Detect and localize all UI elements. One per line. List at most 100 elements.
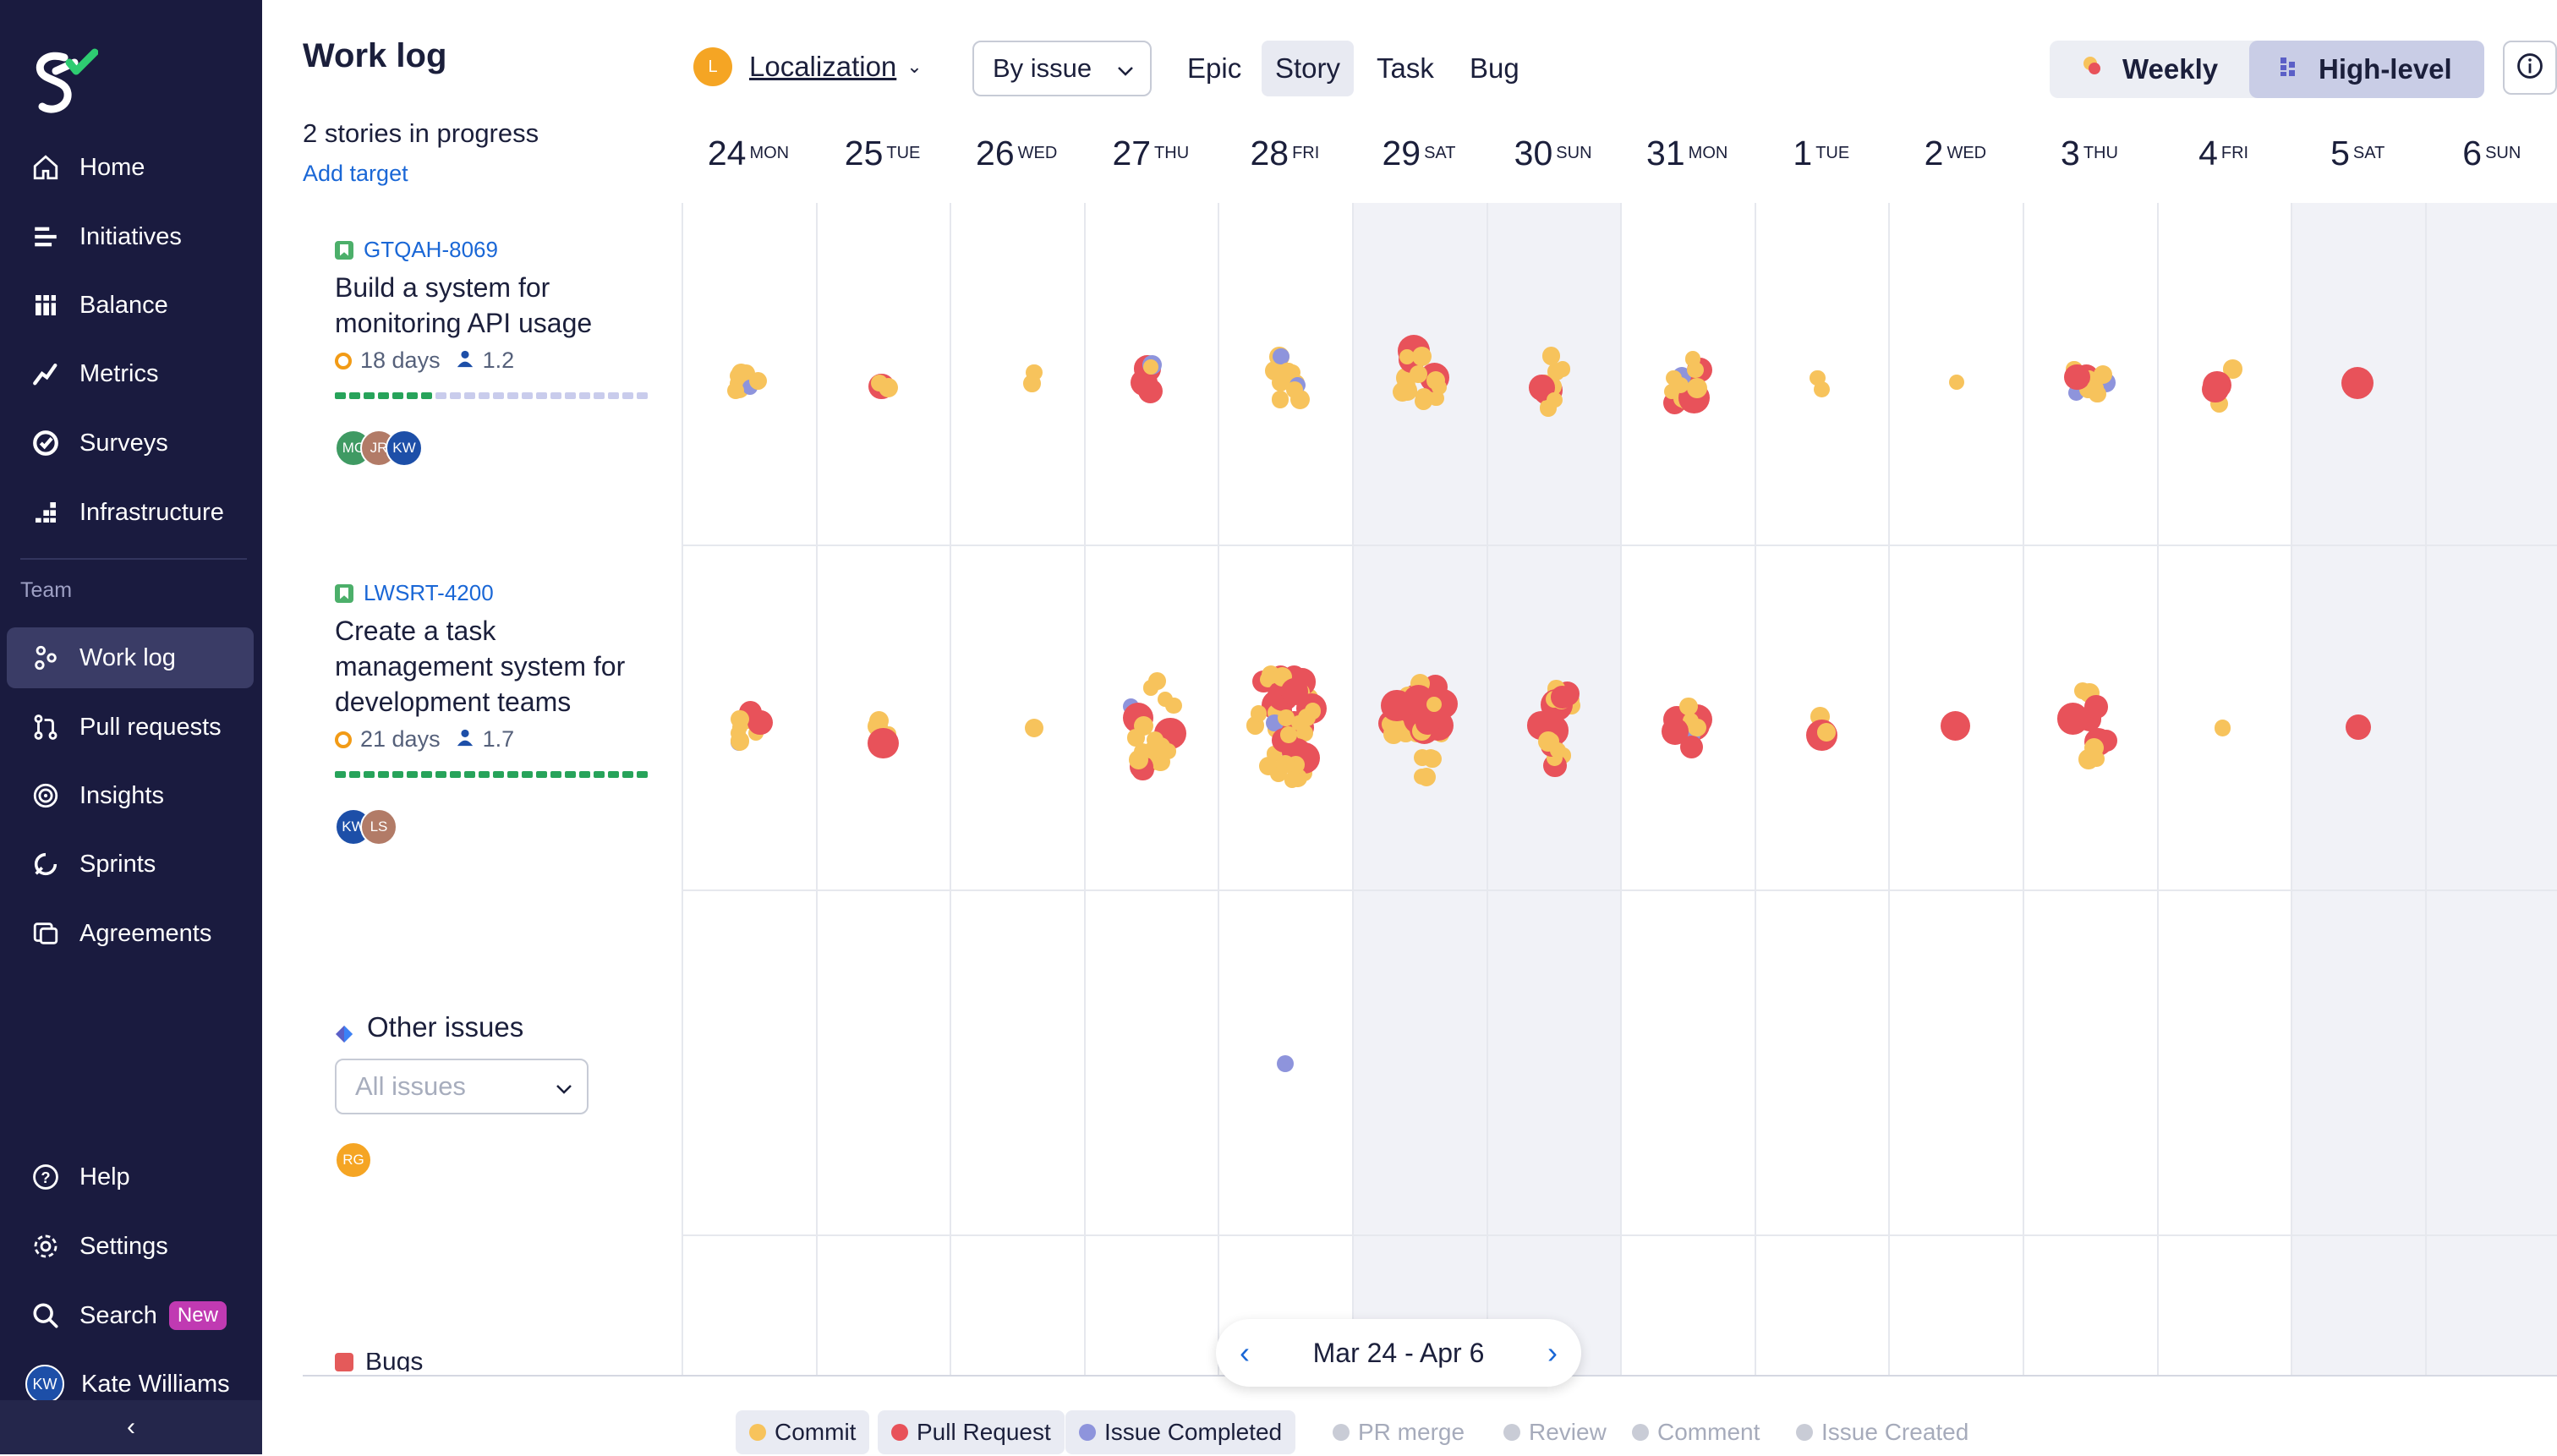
- nav-search[interactable]: Search New: [7, 1285, 254, 1346]
- activity-bubble[interactable]: [1810, 369, 1826, 386]
- avatar[interactable]: LS: [360, 808, 397, 846]
- legend-pr-merge[interactable]: PR merge: [1319, 1410, 1478, 1454]
- activity-bubble[interactable]: [1250, 705, 1268, 722]
- activity-bubble[interactable]: [1684, 351, 1701, 367]
- activity-bubble[interactable]: [1688, 718, 1706, 737]
- legend-review[interactable]: Review: [1490, 1410, 1620, 1454]
- activity-bubble[interactable]: [1672, 376, 1689, 394]
- weekly-view-button[interactable]: Weekly: [2050, 41, 2246, 98]
- high-level-view-button[interactable]: High-level: [2249, 41, 2484, 98]
- info-button[interactable]: [2503, 41, 2557, 95]
- legend-pull-request[interactable]: Pull Request: [878, 1410, 1065, 1454]
- issue-key-row[interactable]: LWSRT-4200: [335, 580, 656, 606]
- nav-balance[interactable]: Balance: [7, 275, 254, 336]
- activity-bubble[interactable]: [730, 709, 749, 729]
- activity-bubble[interactable]: [1142, 359, 1158, 375]
- activity-bubble[interactable]: [2341, 366, 2374, 399]
- activity-bubble[interactable]: [1550, 686, 1574, 709]
- activity-bubble[interactable]: [1550, 742, 1567, 758]
- activity-bubble[interactable]: [1399, 348, 1415, 365]
- activity-bubble[interactable]: [1679, 698, 1698, 716]
- nav-sprints[interactable]: Sprints: [7, 834, 254, 895]
- all-issues-select[interactable]: All issues: [335, 1059, 589, 1114]
- activity-bubble[interactable]: [1147, 731, 1164, 748]
- nav-metrics[interactable]: Metrics: [7, 343, 254, 404]
- project-selector[interactable]: L Localization ⌄: [693, 47, 923, 86]
- nav-home[interactable]: Home: [7, 137, 254, 198]
- activity-bubble[interactable]: [2089, 385, 2106, 403]
- add-target-link[interactable]: Add target: [303, 161, 408, 186]
- app-logo[interactable]: [22, 46, 99, 126]
- activity-bubble[interactable]: [1431, 379, 1447, 395]
- activity-bubble[interactable]: [1554, 360, 1571, 377]
- activity-bubble[interactable]: [1412, 346, 1432, 367]
- issue-card[interactable]: LWSRT-4200 Create a task management syst…: [335, 580, 656, 846]
- activity-bubble[interactable]: [868, 727, 899, 758]
- type-task[interactable]: Task: [1377, 52, 1434, 84]
- activity-bubble[interactable]: [1147, 672, 1166, 691]
- activity-bubble[interactable]: [1409, 364, 1427, 383]
- nav-infrastructure[interactable]: Infrastructure: [7, 482, 254, 543]
- activity-bubble[interactable]: [2083, 738, 2104, 758]
- activity-bubble[interactable]: [1133, 716, 1153, 736]
- activity-bubble[interactable]: [2201, 375, 2229, 403]
- nav-pull-requests[interactable]: Pull requests: [7, 697, 254, 758]
- activity-bubble[interactable]: [1272, 373, 1290, 391]
- legend-comment[interactable]: Comment: [1618, 1410, 1773, 1454]
- nav-settings[interactable]: Settings: [7, 1216, 254, 1277]
- nav-insights[interactable]: Insights: [7, 765, 254, 826]
- activity-bubble[interactable]: [1416, 768, 1437, 787]
- activity-bubble[interactable]: [2083, 694, 2108, 719]
- avatar[interactable]: KW: [386, 430, 423, 467]
- next-period-button[interactable]: ›: [1547, 1335, 1558, 1370]
- activity-bubble[interactable]: [1276, 755, 1295, 774]
- activity-bubble[interactable]: [748, 371, 767, 390]
- activity-bubble[interactable]: [1286, 380, 1304, 398]
- nav-help[interactable]: ? Help: [7, 1147, 254, 1207]
- legend-commit[interactable]: Commit: [736, 1410, 870, 1454]
- nav-surveys[interactable]: Surveys: [7, 413, 254, 473]
- activity-bubble[interactable]: [871, 375, 889, 392]
- activity-bubble[interactable]: [1278, 709, 1295, 726]
- user-profile[interactable]: KW Kate Williams: [7, 1354, 254, 1415]
- activity-bubble[interactable]: [2056, 703, 2089, 735]
- previous-period-button[interactable]: ‹: [1240, 1335, 1250, 1370]
- activity-bubble[interactable]: [1137, 379, 1164, 404]
- activity-bubble[interactable]: [730, 731, 750, 752]
- activity-bubble[interactable]: [1279, 726, 1297, 743]
- legend-issue-completed[interactable]: Issue Completed: [1065, 1410, 1296, 1454]
- activity-bubble[interactable]: [1297, 708, 1316, 726]
- activity-bubble[interactable]: [1024, 718, 1044, 738]
- activity-bubble[interactable]: [1662, 718, 1689, 746]
- activity-bubble[interactable]: [1426, 696, 1443, 713]
- nav-initiatives[interactable]: Initiatives: [7, 206, 254, 267]
- activity-bubble[interactable]: [1278, 363, 1295, 379]
- legend-issue-created[interactable]: Issue Created: [1782, 1410, 1982, 1454]
- activity-bubble[interactable]: [1276, 1054, 1295, 1073]
- issue-key-row[interactable]: GTQAH-8069: [335, 237, 656, 263]
- activity-bubble[interactable]: [1547, 391, 1563, 408]
- activity-bubble[interactable]: [726, 381, 745, 400]
- activity-bubble[interactable]: [1423, 750, 1442, 769]
- type-epic[interactable]: Epic: [1187, 52, 1242, 84]
- type-bug[interactable]: Bug: [1470, 52, 1519, 84]
- nav-agreements[interactable]: Agreements: [7, 903, 254, 964]
- group-by-select[interactable]: By issue: [972, 41, 1152, 96]
- activity-bubble[interactable]: [1817, 723, 1836, 742]
- type-story[interactable]: Story: [1262, 41, 1355, 96]
- activity-bubble[interactable]: [2074, 682, 2092, 700]
- activity-bubble[interactable]: [1023, 375, 1041, 392]
- activity-bubble[interactable]: [1541, 347, 1561, 365]
- activity-bubble[interactable]: [1415, 388, 1432, 406]
- activity-bubble[interactable]: [2223, 359, 2242, 379]
- activity-bubble[interactable]: [2064, 364, 2090, 391]
- activity-bubble[interactable]: [1160, 743, 1176, 759]
- issue-card[interactable]: GTQAH-8069 Build a system for monitoring…: [335, 237, 656, 467]
- activity-bubble[interactable]: [1273, 348, 1289, 365]
- activity-bubble[interactable]: [1687, 378, 1708, 399]
- activity-bubble[interactable]: [1940, 710, 1971, 742]
- activity-bubble[interactable]: [2345, 714, 2372, 741]
- activity-bubble[interactable]: [1949, 374, 1965, 390]
- collapse-sidebar-button[interactable]: ‹: [0, 1400, 262, 1454]
- activity-bubble[interactable]: [2215, 720, 2231, 736]
